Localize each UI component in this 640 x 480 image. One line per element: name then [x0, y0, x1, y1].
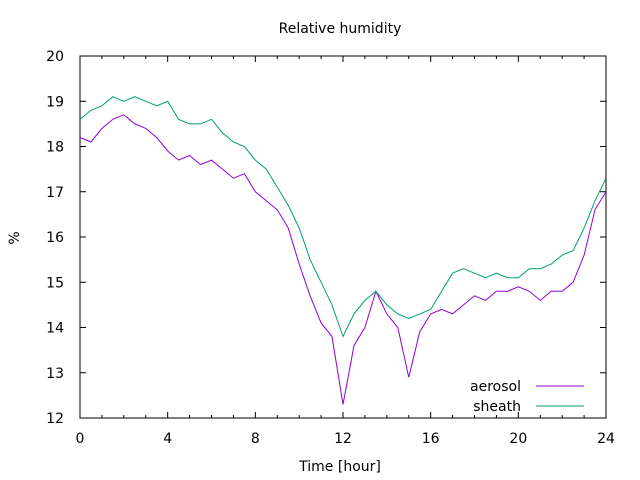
- x-tick-label: 12: [334, 431, 352, 447]
- y-tick-label: 16: [46, 230, 64, 246]
- series-lines: [79, 96, 607, 405]
- y-tick-label: 19: [46, 94, 64, 110]
- x-tick-label: 20: [509, 431, 527, 447]
- x-axis: 0 4 8 12 16 20 24: [76, 56, 615, 447]
- x-tick-label: 24: [597, 431, 615, 447]
- legend: aerosol sheath: [470, 379, 584, 415]
- x-tick-label: 4: [163, 431, 172, 447]
- y-tick-label: 18: [46, 140, 64, 156]
- series-line-sheath: [79, 96, 607, 338]
- x-tick-label: 16: [422, 431, 440, 447]
- x-axis-label: Time [hour]: [298, 459, 381, 475]
- plot-frame: [79, 55, 607, 419]
- plot-border: [79, 55, 607, 419]
- y-axis: 12 13 14 15 16 17 18 19 20: [46, 49, 606, 427]
- y-tick-label: 15: [46, 275, 64, 291]
- legend-label-sheath: sheath: [473, 399, 521, 415]
- x-tick-label: 8: [251, 431, 260, 447]
- legend-label-aerosol: aerosol: [470, 379, 521, 395]
- y-tick-label: 17: [46, 185, 64, 201]
- y-tick-label: 12: [46, 411, 64, 427]
- y-tick-label: 13: [46, 366, 64, 382]
- y-tick-label: 20: [46, 49, 64, 65]
- series-line-aerosol: [79, 114, 607, 405]
- x-tick-label: 0: [76, 431, 85, 447]
- chart-title: Relative humidity: [279, 21, 402, 37]
- y-tick-label: 14: [46, 321, 64, 337]
- y-axis-label: %: [7, 231, 23, 244]
